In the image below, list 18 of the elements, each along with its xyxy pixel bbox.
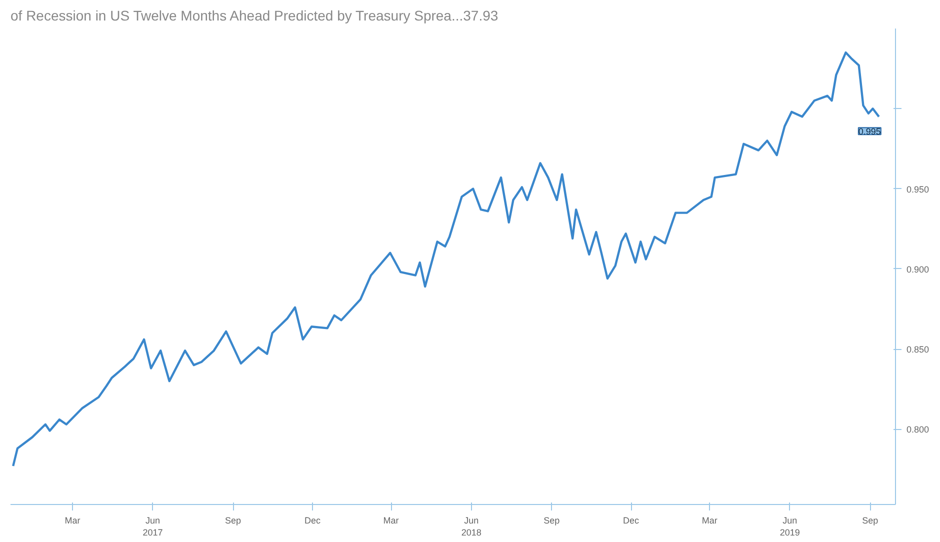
x-tick-label: Jun 2017 [142,516,163,538]
x-tick-label: Dec [304,516,321,526]
line-series [12,51,880,468]
x-tick-label: Jun 2019 [780,516,800,538]
x-tick-label: Jun 2018 [461,516,482,538]
y-tick-label: 0.850 [906,344,930,355]
chart-title: of Recession in US Twelve Months Ahead Predicted by Treasury Sprea...37.93 [10,8,498,24]
y-tick-label: 0.900 [906,264,930,274]
x-tick-label: Sep [225,516,242,526]
x-tick-label: Dec [623,516,640,526]
x-tick-label: Mar [702,516,718,526]
annotation: 0.995 [858,126,881,137]
x-tick-label: Mar [383,516,399,526]
y-tick-label: 0.950 [906,184,930,194]
x-tick-label: Mar [64,516,80,526]
x-tick-label: Sep [862,516,878,526]
y-tick-label: 0.800 [906,424,930,435]
x-tick-label: Sep [544,516,560,526]
